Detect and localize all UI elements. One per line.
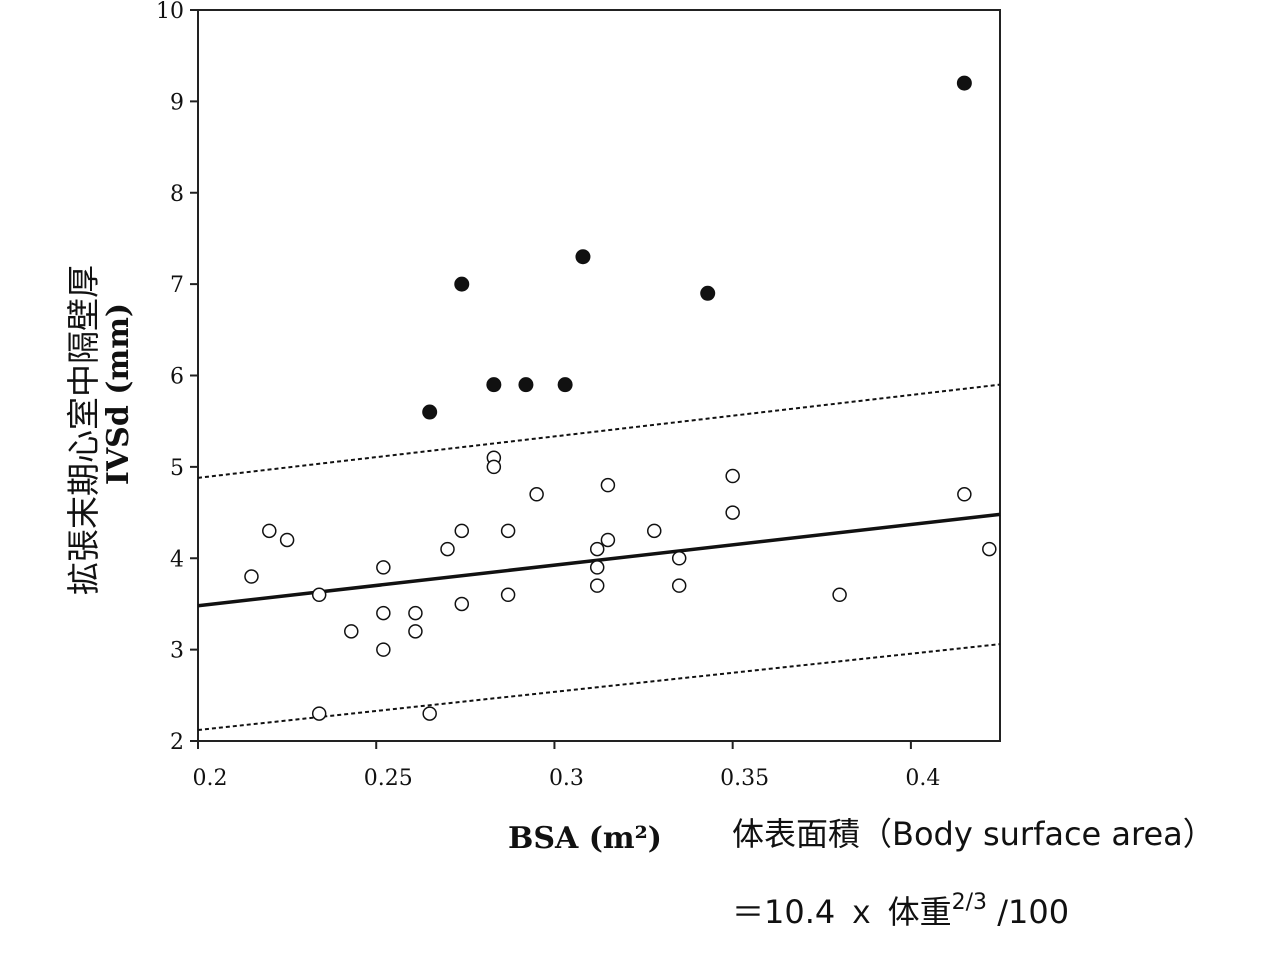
- x-tick-label: 0.2: [193, 766, 228, 791]
- x-tick-label: 0.25: [364, 766, 413, 791]
- y-tick-label: 8: [170, 182, 184, 207]
- open-data-point: [376, 560, 391, 575]
- open-data-point: [500, 587, 516, 603]
- open-data-point: [440, 541, 455, 557]
- y-tick-label: 5: [170, 456, 184, 481]
- open-data-point: [376, 605, 391, 621]
- open-data-point: [486, 459, 502, 475]
- open-data-point: [500, 523, 516, 539]
- bsa-formula-text: ＝10.4 ｘ 体重2/3 /100: [732, 892, 1070, 931]
- formula-exponent: 2/3: [951, 890, 988, 915]
- open-data-point: [244, 569, 259, 584]
- open-data-point: [376, 642, 391, 657]
- y-tick-label: 3: [170, 639, 184, 664]
- y-axis-label-english: IVSd (mm): [101, 303, 136, 485]
- open-data-point: [279, 532, 295, 548]
- open-data-point: [408, 605, 423, 621]
- filled-data-point: [956, 75, 972, 91]
- open-data-point: [957, 487, 972, 502]
- open-data-point: [725, 468, 740, 484]
- open-data-point: [589, 578, 605, 593]
- open-data-point: [262, 523, 277, 539]
- open-data-point: [454, 523, 470, 539]
- filled-data-point: [700, 285, 716, 301]
- filled-data-point: [518, 377, 534, 393]
- open-data-point: [832, 587, 847, 603]
- regression-line: [197, 512, 1001, 608]
- open-data-point: [408, 624, 423, 639]
- open-data-point: [529, 487, 544, 502]
- open-data-point: [982, 541, 997, 557]
- y-axis-ticks: 2 3 4 5 6 7 8 9 10: [156, 0, 198, 755]
- x-tick-label: 0.35: [720, 766, 769, 791]
- regression-lines: [197, 383, 1001, 732]
- open-data-point: [311, 706, 327, 721]
- plot-frame: [197, 9, 1001, 742]
- formula-prefix: ＝10.4 ｘ 体重: [732, 893, 952, 931]
- open-data-point: [422, 706, 437, 721]
- open-data-point: [671, 578, 687, 593]
- x-axis-label: BSA (m²): [508, 821, 662, 856]
- filled-data-point: [575, 249, 591, 265]
- filled-data-point: [557, 377, 573, 393]
- filled-data-point: [486, 377, 502, 393]
- open-data-point: [589, 541, 605, 557]
- open-data-point: [671, 551, 687, 566]
- filled-data-point: [422, 404, 438, 420]
- y-tick-label: 7: [170, 273, 184, 298]
- confidence-bound-line: [197, 643, 1001, 732]
- y-tick-label: 6: [170, 365, 184, 390]
- confidence-bound-line: [197, 383, 1001, 479]
- y-tick-label: 2: [170, 730, 184, 755]
- bsa-definition-text: 体表面積（Body surface area）: [732, 815, 1215, 853]
- y-tick-label: 10: [156, 0, 184, 24]
- formula-suffix: /100: [987, 893, 1070, 931]
- open-data-point: [589, 560, 605, 575]
- x-tick-label: 0.4: [905, 766, 940, 791]
- x-tick-label: 0.3: [549, 766, 584, 791]
- data-points: [244, 75, 997, 721]
- x-axis-ticks: 0.2 0.25 0.3 0.35 0.4: [193, 741, 940, 791]
- open-data-point: [600, 477, 616, 493]
- open-data-point: [600, 532, 616, 548]
- y-axis-label-japanese: 拡張末期心室中隔壁厚: [64, 265, 103, 595]
- open-data-point: [311, 587, 327, 603]
- y-tick-label: 4: [170, 547, 184, 572]
- open-data-point: [454, 596, 470, 612]
- open-data-point: [646, 523, 662, 539]
- filled-data-point: [454, 276, 470, 292]
- open-data-point: [344, 624, 359, 639]
- open-data-point: [725, 505, 740, 520]
- y-tick-label: 9: [170, 90, 184, 115]
